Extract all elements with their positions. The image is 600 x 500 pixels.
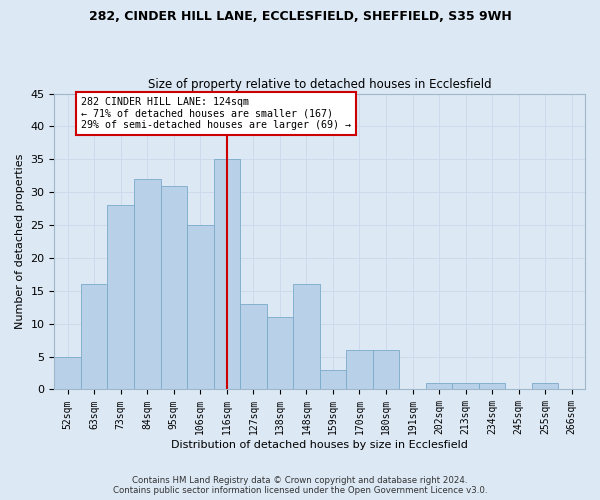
Bar <box>81 284 107 390</box>
Bar <box>55 356 81 390</box>
Bar <box>426 383 452 390</box>
Bar <box>161 186 187 390</box>
Bar <box>240 304 266 390</box>
Title: Size of property relative to detached houses in Ecclesfield: Size of property relative to detached ho… <box>148 78 491 91</box>
Bar <box>107 206 134 390</box>
Bar <box>187 225 214 390</box>
Bar <box>452 383 479 390</box>
X-axis label: Distribution of detached houses by size in Ecclesfield: Distribution of detached houses by size … <box>171 440 468 450</box>
Bar <box>214 160 240 390</box>
Bar <box>346 350 373 390</box>
Text: 282 CINDER HILL LANE: 124sqm
← 71% of detached houses are smaller (167)
29% of s: 282 CINDER HILL LANE: 124sqm ← 71% of de… <box>81 97 351 130</box>
Bar <box>320 370 346 390</box>
Bar <box>293 284 320 390</box>
Text: 282, CINDER HILL LANE, ECCLESFIELD, SHEFFIELD, S35 9WH: 282, CINDER HILL LANE, ECCLESFIELD, SHEF… <box>89 10 511 23</box>
Text: Contains HM Land Registry data © Crown copyright and database right 2024.
Contai: Contains HM Land Registry data © Crown c… <box>113 476 487 495</box>
Bar <box>532 383 559 390</box>
Y-axis label: Number of detached properties: Number of detached properties <box>15 154 25 329</box>
Bar <box>134 179 161 390</box>
Bar <box>479 383 505 390</box>
Bar <box>373 350 399 390</box>
Bar <box>266 317 293 390</box>
